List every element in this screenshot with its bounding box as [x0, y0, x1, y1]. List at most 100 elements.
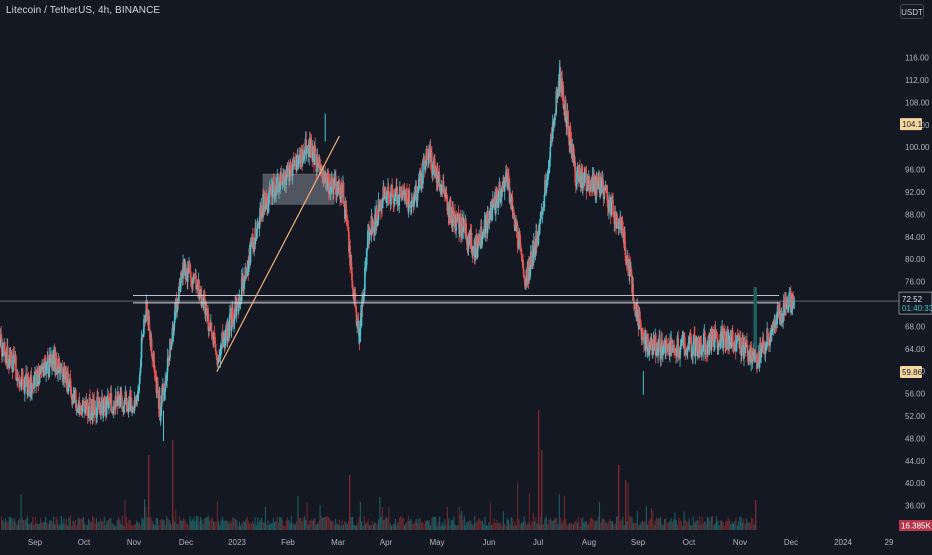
- y-tick-label: 44.00: [905, 457, 926, 466]
- candle-body: [365, 249, 368, 266]
- volume-bar: [335, 518, 337, 530]
- volume-bar: [614, 523, 616, 530]
- volume-bar: [176, 523, 178, 530]
- volume-bar: [622, 516, 624, 530]
- volume-bar: [414, 521, 416, 530]
- candle-body: [31, 383, 33, 393]
- candle-body: [730, 335, 732, 348]
- candle-body: [130, 397, 133, 410]
- volume-bar: [608, 521, 610, 530]
- candle-body: [635, 310, 638, 314]
- volume-bar: [3, 522, 5, 530]
- volume-label: 16.385K: [901, 522, 931, 531]
- candle-body: [97, 397, 100, 402]
- volume-bar: [456, 525, 458, 530]
- candle-body: [417, 189, 420, 192]
- volume-bar: [149, 517, 151, 530]
- candle-body: [792, 294, 794, 306]
- volume-bar: [92, 516, 94, 530]
- high-price-badge: 104.12: [902, 120, 927, 129]
- candle-body: [632, 284, 635, 298]
- candle-body: [639, 319, 642, 324]
- candle-body: [459, 216, 462, 219]
- volume-bar: [37, 523, 39, 530]
- volume-bar: [206, 516, 208, 530]
- volume-bar: [167, 518, 169, 530]
- candle-body: [409, 202, 411, 206]
- volume-bar: [652, 511, 654, 530]
- candle-body: [767, 336, 770, 338]
- candle-body: [766, 328, 769, 337]
- candle-body: [753, 356, 756, 358]
- volume-bar: [103, 516, 105, 530]
- currency-button[interactable]: USDT: [900, 4, 924, 19]
- candle-body: [330, 186, 332, 188]
- volume-bar: [84, 523, 86, 530]
- volume-bar: [350, 517, 352, 530]
- candle-body: [553, 120, 556, 122]
- volume-bar: [257, 517, 259, 530]
- volume-bar: [119, 519, 121, 530]
- volume-bar: [16, 524, 18, 530]
- candle-body: [437, 174, 440, 183]
- candle-body: [294, 160, 297, 165]
- volume-bar: [249, 523, 251, 530]
- candle-body: [549, 146, 552, 159]
- volume-bar: [635, 523, 637, 530]
- volume-bar: [623, 525, 625, 530]
- candle-body: [207, 313, 210, 332]
- candle-body: [522, 259, 524, 268]
- candle-body: [679, 344, 682, 347]
- volume-bar: [424, 520, 426, 530]
- candle-body: [583, 167, 586, 183]
- candle-body: [474, 235, 477, 259]
- candle-body: [280, 174, 283, 182]
- volume-bar: [207, 515, 209, 530]
- volume-bar: [290, 516, 292, 530]
- volume-bar: [298, 517, 300, 530]
- volume-bar: [181, 521, 183, 530]
- volume-bar: [266, 524, 268, 530]
- volume-bar: [514, 521, 516, 530]
- candle-body: [232, 307, 234, 320]
- volume-bar: [292, 524, 294, 530]
- candle-body: [61, 367, 63, 377]
- candle-body: [137, 391, 140, 393]
- candle-body: [253, 241, 255, 251]
- candle-body: [101, 397, 104, 415]
- y-tick-label: 48.00: [905, 434, 926, 443]
- candle-body: [557, 93, 559, 95]
- candle-body: [735, 343, 738, 352]
- candle-body: [681, 336, 684, 339]
- candle-body: [452, 207, 454, 221]
- volume-bar: [639, 524, 641, 530]
- volume-bar: [175, 509, 177, 530]
- candle-body: [8, 354, 11, 369]
- volume-bar: [721, 520, 723, 530]
- candle-body: [541, 210, 544, 215]
- low-price-badge-bg: [900, 365, 922, 378]
- candle-body: [768, 337, 770, 346]
- volume-bar: [509, 524, 511, 530]
- candle-body: [164, 380, 167, 392]
- volume-bar: [131, 525, 133, 530]
- volume-bar: [185, 522, 187, 530]
- candle-body: [191, 278, 194, 289]
- volume-bar: [162, 520, 164, 530]
- volume-bar: [90, 522, 92, 530]
- candle-body: [220, 347, 222, 352]
- volume-bar: [426, 520, 428, 530]
- candle-body: [491, 202, 494, 221]
- volume-bar: [153, 523, 155, 530]
- volume-bar: [530, 524, 532, 530]
- candle-body: [354, 291, 356, 293]
- volume-bar: [440, 525, 442, 530]
- volume-bar: [632, 523, 634, 530]
- candle-body: [129, 390, 132, 410]
- volume-bar: [71, 525, 73, 530]
- volume-bar: [60, 516, 62, 530]
- volume-bar: [99, 518, 101, 530]
- candle-body: [779, 318, 782, 321]
